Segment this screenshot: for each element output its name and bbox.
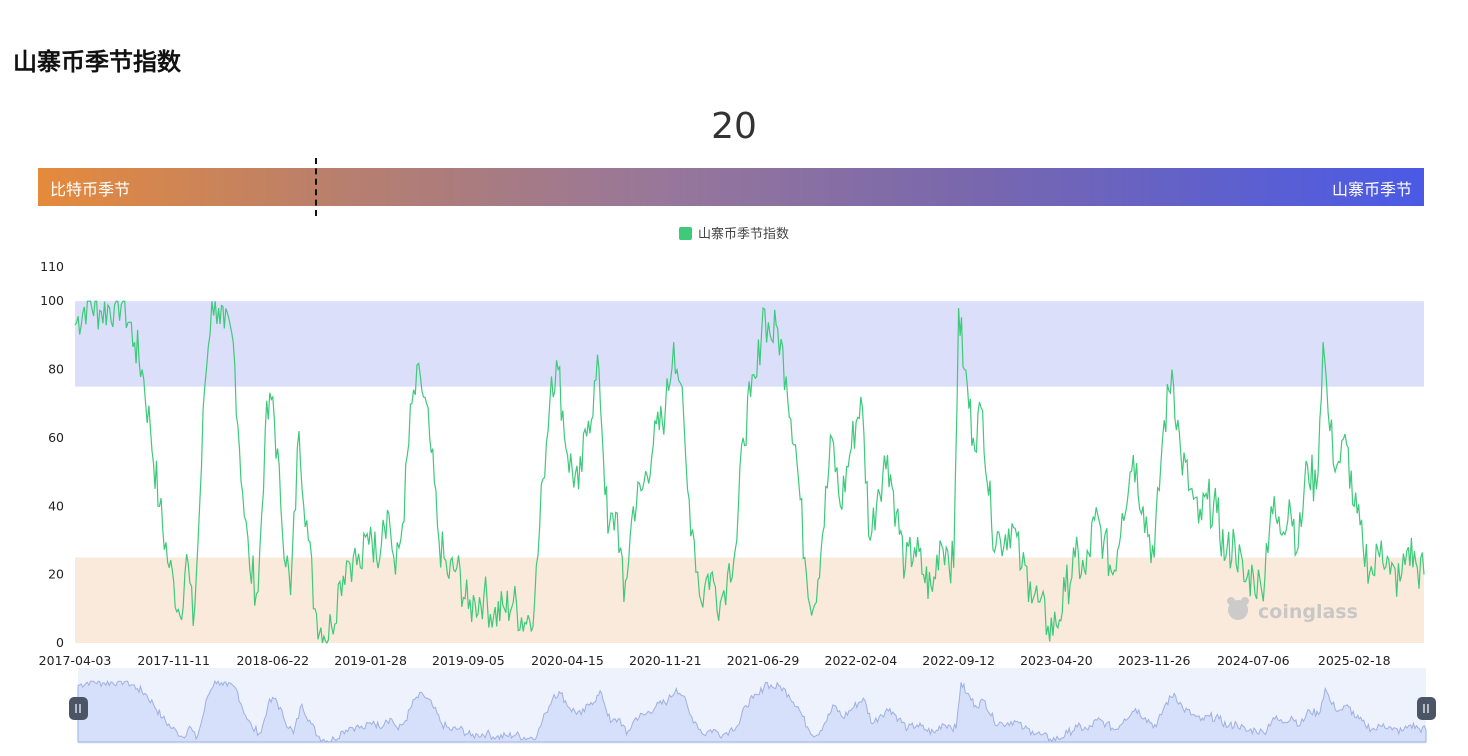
- legend-label: 山寨币季节指数: [697, 227, 789, 242]
- current-index-value: 20: [711, 106, 757, 147]
- slider-preview-area: [77, 679, 1427, 743]
- watermark: coinglass: [1227, 597, 1358, 623]
- x-tick-label: 2020-11-21: [629, 653, 702, 666]
- current-index-marker: [315, 158, 317, 216]
- y-tick-label: 80: [48, 362, 64, 377]
- y-tick-label: 0: [56, 635, 64, 650]
- x-tick-label: 2025-02-18: [1318, 653, 1391, 666]
- zoom-slider[interactable]: [0, 666, 1468, 748]
- x-tick-label: 2017-04-03: [39, 653, 112, 666]
- x-tick-label: 2018-06-22: [236, 653, 309, 666]
- y-tick-label: 40: [48, 498, 64, 513]
- altcoin-season-band: [75, 301, 1424, 387]
- bitcoin-season-band: [75, 557, 1424, 643]
- x-axis: 2017-04-03 2017-11-11 2018-06-22 2019-01-28…: [39, 653, 1391, 666]
- y-tick-label: 110: [40, 259, 64, 274]
- x-tick-label: 2023-04-20: [1020, 653, 1093, 666]
- coinglass-logo-icon: [1228, 600, 1248, 620]
- x-tick-label: 2021-06-29: [727, 653, 800, 666]
- x-tick-label: 2022-09-12: [922, 653, 995, 666]
- chart-area[interactable]: 0 20 40 60 80 100 110 2017-04-03 2017-11-11 2018…: [0, 250, 1468, 666]
- x-tick-label: 2019-09-05: [432, 653, 505, 666]
- x-tick-label: 2022-02-04: [825, 653, 898, 666]
- series-line-altcoin-season-index: [74, 300, 1425, 645]
- season-gradient-bar: 比特币季节 山寨币季节: [38, 168, 1424, 206]
- x-tick-label: 2017-11-11: [137, 653, 210, 666]
- legend-swatch: [678, 227, 692, 240]
- page-title: 山寨币季节指数: [13, 48, 181, 76]
- x-tick-label: 2023-11-26: [1118, 653, 1191, 666]
- x-tick-label: 2020-04-15: [531, 653, 604, 666]
- y-tick-label: 100: [40, 293, 64, 308]
- x-tick-label: 2024-07-06: [1217, 653, 1290, 666]
- altcoin-season-label: 山寨币季节: [1331, 180, 1412, 199]
- band-layer: [75, 301, 1424, 643]
- y-tick-label: 60: [48, 430, 64, 445]
- chart-legend[interactable]: 山寨币季节指数: [0, 223, 1468, 242]
- watermark-text: coinglass: [1258, 601, 1358, 623]
- y-tick-label: 20: [48, 567, 64, 582]
- series-layer: [74, 300, 1425, 645]
- slider-handle-right[interactable]: [1417, 697, 1436, 720]
- y-axis: 0 20 40 60 80 100 110: [40, 259, 64, 650]
- x-tick-label: 2019-01-28: [334, 653, 407, 666]
- slider-handle-left[interactable]: [69, 697, 88, 720]
- bitcoin-season-label: 比特币季节: [50, 180, 131, 199]
